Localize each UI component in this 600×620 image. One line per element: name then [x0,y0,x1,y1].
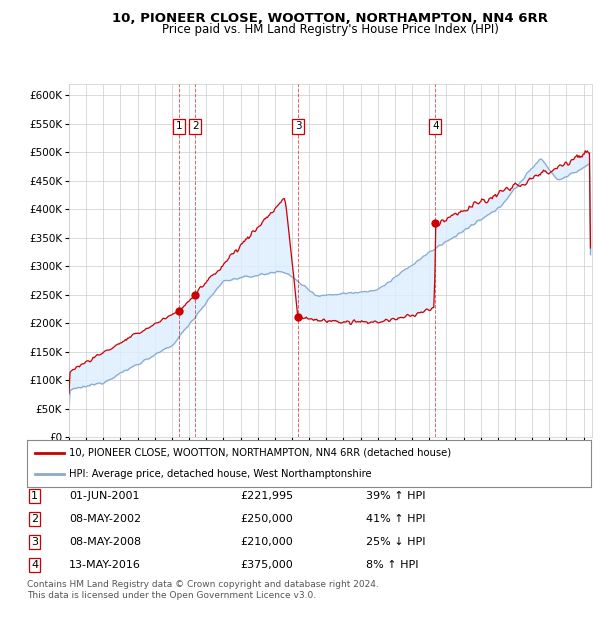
Text: 39% ↑ HPI: 39% ↑ HPI [366,491,425,501]
Text: 41% ↑ HPI: 41% ↑ HPI [366,514,425,524]
Text: 25% ↓ HPI: 25% ↓ HPI [366,537,425,547]
Text: This data is licensed under the Open Government Licence v3.0.: This data is licensed under the Open Gov… [27,590,316,600]
Text: 08-MAY-2008: 08-MAY-2008 [69,537,141,547]
Text: £221,995: £221,995 [240,491,293,501]
Text: 13-MAY-2016: 13-MAY-2016 [69,560,141,570]
Text: £375,000: £375,000 [240,560,293,570]
Text: 10, PIONEER CLOSE, WOOTTON, NORTHAMPTON, NN4 6RR: 10, PIONEER CLOSE, WOOTTON, NORTHAMPTON,… [112,12,548,25]
Text: £250,000: £250,000 [240,514,293,524]
Text: 10, PIONEER CLOSE, WOOTTON, NORTHAMPTON, NN4 6RR (detached house): 10, PIONEER CLOSE, WOOTTON, NORTHAMPTON,… [70,448,451,458]
Text: 8% ↑ HPI: 8% ↑ HPI [366,560,419,570]
Text: 4: 4 [31,560,38,570]
Text: 3: 3 [295,122,301,131]
Text: £210,000: £210,000 [240,537,293,547]
Text: 2: 2 [31,514,38,524]
Text: Contains HM Land Registry data © Crown copyright and database right 2024.: Contains HM Land Registry data © Crown c… [27,580,379,589]
Text: 1: 1 [176,122,182,131]
Text: 2: 2 [192,122,199,131]
Text: 01-JUN-2001: 01-JUN-2001 [69,491,139,501]
Text: 1: 1 [31,491,38,501]
Text: 08-MAY-2002: 08-MAY-2002 [69,514,141,524]
Text: 3: 3 [31,537,38,547]
Text: 4: 4 [432,122,439,131]
Text: Price paid vs. HM Land Registry's House Price Index (HPI): Price paid vs. HM Land Registry's House … [161,23,499,36]
Text: HPI: Average price, detached house, West Northamptonshire: HPI: Average price, detached house, West… [70,469,372,479]
